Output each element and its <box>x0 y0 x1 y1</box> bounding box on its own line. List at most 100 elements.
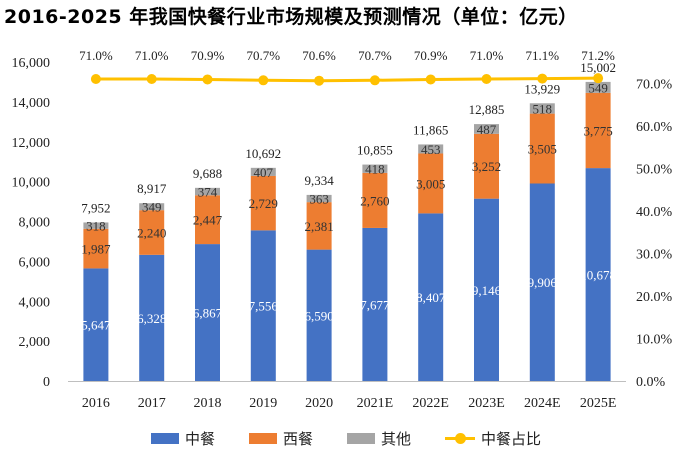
bar-segment-xican <box>139 210 165 255</box>
chart-legend: 中餐 西餐 其他 中餐占比 <box>0 428 692 449</box>
bar-value-label: 407 <box>254 165 274 180</box>
y-right-tick-label: 30.0% <box>636 247 673 262</box>
bar-segment-xican <box>585 92 611 169</box>
bar-segment-xican <box>418 153 444 214</box>
bar-value-label: 6,328 <box>137 311 166 326</box>
share-point <box>146 74 157 85</box>
share-point <box>258 75 269 86</box>
bar-segment-xican <box>529 113 555 184</box>
bar-value-label: 549 <box>588 80 608 95</box>
y-left-tick-label: 6,000 <box>19 255 51 270</box>
bar-value-label: 2,381 <box>304 219 333 234</box>
bar-value-label: 349 <box>142 200 162 215</box>
y-left-tick-label: 0 <box>43 375 50 390</box>
share-point <box>202 74 213 85</box>
x-tick-label: 2021E <box>357 396 394 411</box>
x-tick-label: 2022E <box>412 396 449 411</box>
legend-swatch-zhongcan <box>150 433 179 444</box>
bar-total-label: 10,855 <box>357 143 393 158</box>
legend-item-xican: 西餐 <box>248 428 313 449</box>
x-tick-label: 2018 <box>194 396 222 411</box>
share-label: 71.0% <box>79 48 113 63</box>
y-left-tick-label: 14,000 <box>12 96 51 111</box>
y-left-tick-label: 4,000 <box>19 295 51 310</box>
bar-value-label: 3,252 <box>472 159 501 174</box>
bar-segment-zhongcan <box>306 249 332 381</box>
bar-segment-zhongcan <box>585 168 611 381</box>
bar-segment-xican <box>306 202 332 250</box>
bar-value-label: 363 <box>309 192 329 207</box>
y-right-tick-label: 60.0% <box>636 120 673 135</box>
share-point <box>314 75 325 86</box>
share-line <box>95 76 599 83</box>
bar-value-label: 3,775 <box>583 123 612 138</box>
bar-segment-xican <box>195 195 220 245</box>
bar-segment-zhongcan <box>418 213 444 381</box>
share-point <box>481 74 492 85</box>
x-tick-label: 2020 <box>305 396 333 411</box>
y-left-tick-label: 12,000 <box>12 136 51 151</box>
x-tick-label: 2017 <box>138 396 166 411</box>
y-right-tick-label: 10.0% <box>636 332 673 347</box>
bar-total-label: 13,929 <box>524 81 560 96</box>
y-left-tick-label: 10,000 <box>12 176 51 191</box>
bar-value-label: 3,005 <box>416 176 445 191</box>
bar-value-label: 7,556 <box>249 299 279 314</box>
bar-segment-zhongcan <box>195 244 220 381</box>
bar-value-label: 2,447 <box>193 213 223 228</box>
bar-value-label: 6,590 <box>304 308 333 323</box>
x-tick-label: 2016 <box>82 396 110 411</box>
share-point <box>593 73 604 84</box>
bar-value-label: 418 <box>365 162 385 177</box>
bar-value-label: 5,647 <box>81 318 111 333</box>
bar-segment-qita <box>585 81 611 93</box>
legend-item-zhongcan: 中餐 <box>150 428 215 449</box>
bar-value-label: 2,240 <box>137 226 166 241</box>
bar-segment-xican <box>83 228 109 269</box>
bar-value-label: 487 <box>477 122 497 137</box>
y-left-tick-label: 8,000 <box>19 216 51 231</box>
chart-title: 2016-2025 年我国快餐行业市场规模及预测情况（单位：亿元） <box>4 6 578 28</box>
bar-total-label: 11,865 <box>413 122 448 137</box>
bar-segment-qita <box>474 124 499 134</box>
share-label: 71.2% <box>581 48 615 63</box>
bar-value-label: 9,906 <box>528 275 558 290</box>
share-label: 70.6% <box>302 48 336 63</box>
bar-segment-zhongcan <box>83 268 109 381</box>
legend-label-qita: 其他 <box>381 430 412 448</box>
bar-segment-zhongcan <box>139 254 165 381</box>
share-label: 70.7% <box>358 48 392 63</box>
bar-segment-qita <box>139 203 165 211</box>
share-point <box>537 73 548 84</box>
legend-item-share: 中餐占比 <box>445 428 541 449</box>
legend-label-share: 中餐占比 <box>481 430 542 448</box>
bar-segment-qita <box>250 167 276 176</box>
bar-segment-xican <box>362 172 388 228</box>
share-label: 71.0% <box>135 48 169 63</box>
bar-segment-zhongcan <box>250 230 276 381</box>
share-label: 71.0% <box>470 48 504 63</box>
bar-segment-zhongcan <box>529 183 555 381</box>
y-left-tick-label: 2,000 <box>19 335 51 350</box>
legend-label-xican: 西餐 <box>282 430 313 448</box>
bar-value-label: 374 <box>198 185 218 200</box>
bar-value-label: 2,760 <box>360 193 389 208</box>
legend-item-qita: 其他 <box>347 428 411 449</box>
bar-segment-qita <box>362 164 388 173</box>
bar-total-label: 12,885 <box>469 102 505 117</box>
bar-segment-qita <box>83 222 109 229</box>
legend-swatch-qita <box>347 433 375 444</box>
share-point <box>425 74 436 85</box>
bar-value-label: 9,146 <box>472 283 502 298</box>
bar-value-label: 1,987 <box>81 242 111 257</box>
bar-value-label: 3,505 <box>528 142 557 157</box>
share-point <box>369 75 380 86</box>
y-right-tick-label: 50.0% <box>636 162 673 177</box>
y-right-tick-label: 0.0% <box>636 375 666 390</box>
bar-segment-zhongcan <box>474 198 499 381</box>
bar-value-label: 7,677 <box>360 297 390 312</box>
bar-value-label: 2,729 <box>249 196 278 211</box>
share-label: 70.7% <box>247 48 281 63</box>
bar-total-label: 9,688 <box>193 166 222 181</box>
